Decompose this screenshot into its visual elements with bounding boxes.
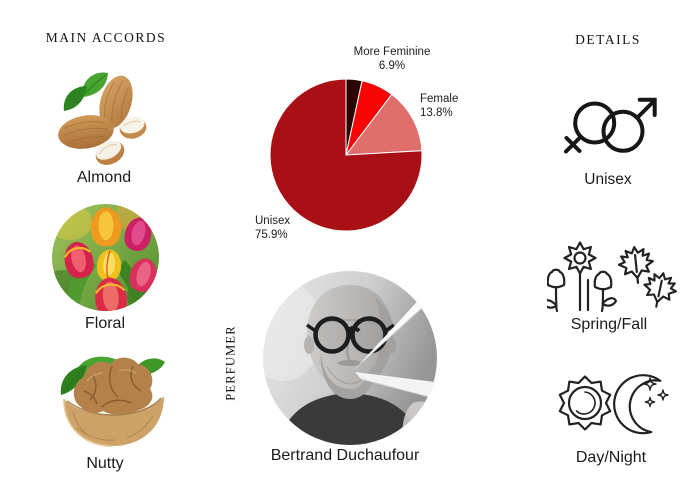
perfumer-name: Bertrand Duchaufour (270, 447, 420, 464)
sun-moon-icon (558, 374, 669, 435)
main-accords-title: MAIN ACCORDS (45, 30, 167, 45)
gender-pie-chart (269, 78, 423, 232)
pie-label-name: Female (420, 93, 459, 105)
flower-maple-leaves-icon (547, 241, 677, 312)
pie-slice-unisex (269, 78, 423, 232)
accord-label-floral: Floral (84, 315, 126, 332)
perfumer-section-title: PERFUMER (223, 325, 238, 401)
pie-label-pct: 75.9% (255, 228, 288, 241)
pie-label-female: Female 13.8% (420, 93, 458, 120)
accord-label-almond: Almond (76, 169, 132, 186)
walnut-photo (60, 356, 165, 447)
pie-label-pct: 6.9% (378, 59, 406, 72)
detail-label-unisex: Unisex (584, 171, 632, 188)
pie-label-unisex: Unisex 75.9% (255, 215, 290, 242)
pie-slice-female (344, 93, 423, 156)
detail-label-day-night: Day/Night (575, 449, 647, 466)
tulips-photo (52, 204, 159, 311)
pie-label-pct: 13.8% (420, 106, 453, 119)
pie-label-name: Unisex (255, 215, 291, 227)
detail-label-spring-fall: Spring/Fall (570, 316, 648, 333)
accord-label-nutty: Nutty (86, 455, 124, 472)
perfumer-photo (263, 271, 437, 445)
gender-unisex-icon (564, 97, 657, 154)
almonds-photo (58, 72, 147, 165)
pie-label-more-feminine: More Feminine 6.9% (354, 46, 431, 73)
pie-label-name: More Feminine (353, 46, 431, 58)
details-title: DETAILS (575, 32, 641, 47)
